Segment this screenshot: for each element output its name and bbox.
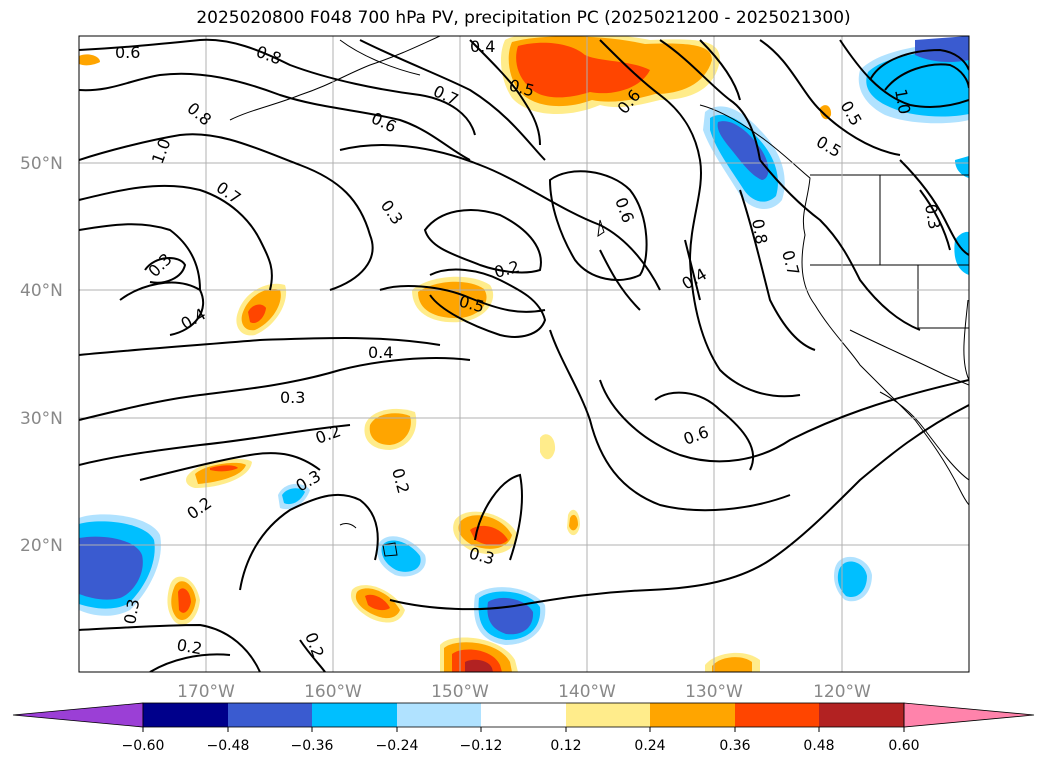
svg-text:50°N: 50°N (20, 154, 63, 174)
longitude-labels: 170°W 160°W 150°W 140°W 130°W 120°W (177, 682, 871, 702)
colorbar-tick: 0.24 (634, 738, 665, 754)
pv-contours (79, 38, 969, 672)
colorbar-tick: −0.24 (376, 738, 419, 754)
colorbar-bin (566, 703, 650, 727)
colorbar-bin (735, 703, 819, 727)
graticule (79, 36, 969, 672)
svg-text:0.2: 0.2 (175, 635, 203, 658)
colorbar-bin (312, 703, 397, 727)
svg-text:20°N: 20°N (20, 536, 63, 556)
colorbar-bin (228, 703, 312, 727)
svg-text:140°W: 140°W (558, 682, 616, 702)
colorbar-bin (143, 703, 228, 727)
latitude-labels: 50°N 40°N 30°N 20°N (20, 154, 63, 556)
svg-text:0.3: 0.3 (280, 388, 305, 407)
svg-text:30°N: 30°N (20, 409, 63, 429)
map-area (79, 36, 969, 672)
colorbar-tick: −0.12 (460, 738, 503, 754)
colorbar-tick: 0.36 (719, 738, 750, 754)
svg-text:0.3: 0.3 (120, 597, 143, 625)
colorbar-tick: 0.12 (550, 738, 581, 754)
map-frame (78, 35, 970, 673)
colorbar-bin (481, 703, 566, 727)
svg-text:120°W: 120°W (813, 682, 871, 702)
svg-text:0.3: 0.3 (921, 202, 944, 230)
colorbar: −0.60 −0.48 −0.36 −0.24 −0.12 0.12 0.24 … (12, 702, 1035, 754)
svg-text:170°W: 170°W (177, 682, 235, 702)
map-title: 2025020800 F048 700 hPa PV, precipitatio… (196, 8, 851, 28)
svg-text:1.0: 1.0 (891, 87, 914, 115)
svg-text:160°W: 160°W (304, 682, 362, 702)
svg-text:0.6: 0.6 (115, 43, 140, 62)
colorbar-arrow-left (12, 702, 144, 728)
svg-text:40°N: 40°N (20, 281, 63, 301)
svg-text:150°W: 150°W (431, 682, 489, 702)
colorbar-tick: −0.60 (122, 738, 165, 754)
colorbar-tick: 0.60 (888, 738, 919, 754)
colorbar-arrow-right (903, 702, 1035, 728)
precipitation-shading (79, 36, 969, 672)
svg-text:0.4: 0.4 (470, 37, 495, 56)
svg-text:130°W: 130°W (685, 682, 743, 702)
colorbar-tick: −0.48 (207, 738, 250, 754)
colorbar-bin (819, 703, 904, 727)
colorbar-tick: −0.36 (291, 738, 334, 754)
colorbar-tick: 0.48 (803, 738, 834, 754)
colorbar-bin (397, 703, 481, 727)
colorbar-bin (650, 703, 735, 727)
svg-text:0.4: 0.4 (368, 343, 393, 362)
svg-text:0.8: 0.8 (748, 217, 771, 245)
